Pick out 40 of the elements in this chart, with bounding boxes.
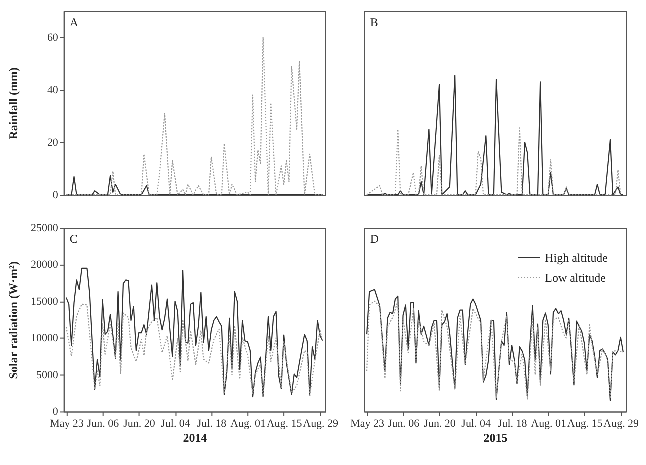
y-tick-label: 20000 — [30, 259, 59, 272]
legend-label: High altitude — [545, 250, 608, 265]
x-tick-label: Jun. 06 — [87, 418, 120, 430]
x-tick-label: Jul. 18 — [197, 418, 228, 430]
x-axis-title: 2014 — [183, 431, 208, 446]
x-tick-label: Jul. 04 — [161, 418, 191, 430]
x-tick-label: Aug. 15 — [266, 418, 303, 430]
x-tick-label: Jul. 04 — [462, 418, 492, 430]
y-tick-label: 15000 — [30, 296, 59, 308]
line-series — [66, 304, 324, 398]
y-tick-label: 40 — [47, 84, 59, 97]
y-tick-label: 20 — [47, 137, 59, 150]
y-tick-label: 60 — [47, 32, 59, 44]
y-tick-label: 5000 — [36, 369, 59, 382]
x-tick-label: Jun. 06 — [388, 418, 420, 430]
x-tick-label: Aug. 15 — [567, 418, 604, 430]
x-tick-label: May 23 — [50, 418, 84, 430]
x-tick-label: Aug. 01 — [531, 418, 566, 430]
x-tick-label: Jul. 18 — [498, 418, 528, 430]
y-axis-title: Solar radiation (W·m²) — [6, 261, 20, 380]
x-axis-title: 2015 — [484, 431, 508, 446]
y-tick-label: 25000 — [30, 222, 59, 234]
y-tick-label: 0 — [52, 406, 59, 418]
y-tick-label: 0 — [52, 190, 59, 202]
legend-label: Low altitude — [545, 270, 606, 285]
x-tick-label: Jun. 20 — [124, 418, 156, 430]
x-tick-label: Aug. 01 — [230, 418, 266, 430]
y-axis-title: Rainfall (mm) — [6, 68, 20, 140]
line-series — [66, 175, 324, 196]
line-series — [66, 268, 324, 398]
x-tick-label: Aug. 29 — [303, 418, 339, 430]
annotation: C — [70, 232, 78, 246]
annotation: B — [370, 15, 378, 30]
annotation: A — [70, 15, 79, 30]
y-tick-label: 10000 — [30, 332, 59, 345]
annotation: D — [370, 232, 380, 246]
x-tick-label: Aug. 29 — [604, 418, 640, 430]
line-series — [66, 37, 324, 196]
x-tick-label: May 23 — [350, 418, 385, 430]
x-tick-label: Jun. 20 — [424, 418, 456, 430]
